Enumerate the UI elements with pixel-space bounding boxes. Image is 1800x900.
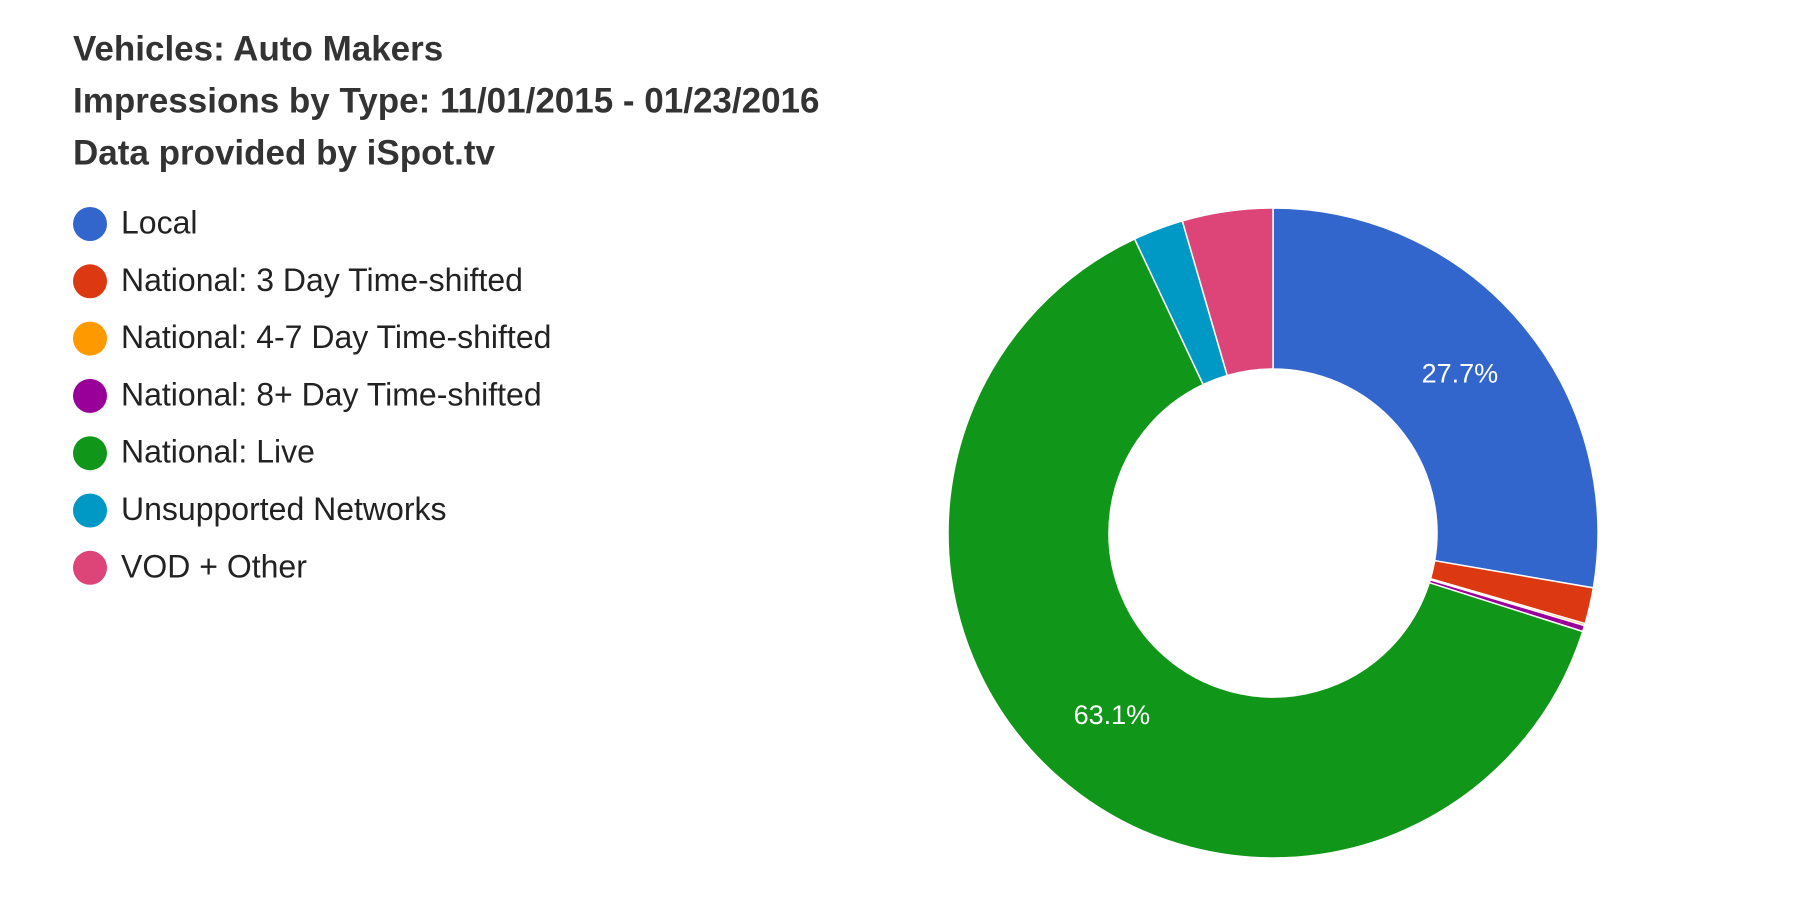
donut-slice bbox=[1272, 207, 1599, 589]
data-label: 27.7% bbox=[1422, 359, 1499, 389]
chart-title: Data provided by iSpot.tv bbox=[73, 133, 496, 172]
legend-label: Unsupported Networks bbox=[121, 491, 446, 527]
chart-title: Vehicles: Auto Makers bbox=[73, 29, 443, 68]
legend-swatch bbox=[73, 436, 107, 471]
legend-label: National: Live bbox=[121, 434, 315, 470]
legend-swatch bbox=[73, 321, 107, 356]
legend-label: National: 4-7 Day Time-shifted bbox=[121, 319, 551, 355]
legend-swatch bbox=[73, 264, 107, 299]
legend-swatch bbox=[73, 378, 107, 413]
donut-slice bbox=[1181, 207, 1274, 377]
legend-label: National: 3 Day Time-shifted bbox=[121, 262, 523, 298]
legend-swatch bbox=[73, 493, 107, 528]
legend-label: Local bbox=[121, 204, 198, 240]
data-label: 63.1% bbox=[1074, 700, 1151, 730]
legend-swatch bbox=[73, 207, 107, 241]
chart-title: Impressions by Type: 11/01/2015 - 01/23/… bbox=[73, 81, 819, 120]
donut-slice bbox=[947, 237, 1584, 859]
legend-label: National: 8+ Day Time-shifted bbox=[121, 376, 542, 412]
legend-label: VOD + Other bbox=[121, 548, 307, 584]
legend-swatch bbox=[73, 550, 107, 585]
